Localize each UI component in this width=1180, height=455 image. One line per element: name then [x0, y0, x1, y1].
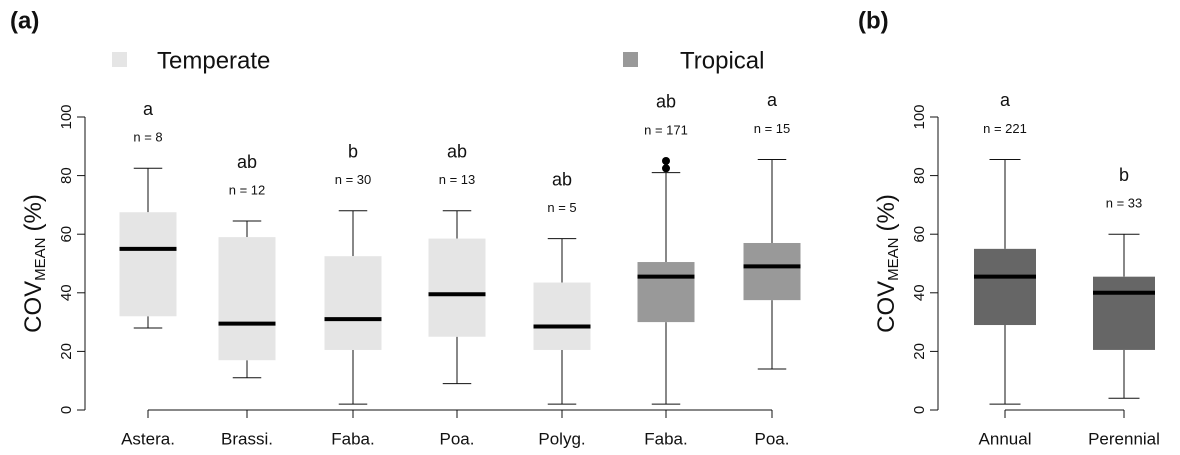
box — [119, 212, 177, 317]
group-letter: ab — [447, 142, 467, 162]
n-label: n = 12 — [229, 182, 266, 197]
n-label: n = 30 — [335, 172, 372, 187]
y-tick-label: 80 — [911, 167, 928, 184]
x-tick-label: Polyg. — [538, 429, 585, 448]
y-tick-label: 40 — [911, 284, 928, 301]
y-axis-title-sub: MEAN — [885, 237, 902, 280]
group-letter: b — [348, 142, 358, 162]
y-tick-label: 40 — [58, 284, 75, 301]
n-label: n = 221 — [983, 121, 1027, 136]
x-tick-label: Poa. — [440, 429, 475, 448]
x-tick-label: Annual — [979, 429, 1032, 448]
x-tick-label: Faba. — [644, 429, 687, 448]
n-label: n = 13 — [439, 172, 476, 187]
group-letter: a — [767, 90, 778, 110]
y-axis-title-sub: MEAN — [32, 237, 49, 280]
y-axis-title-main: COV — [20, 281, 47, 333]
legend-swatch — [112, 52, 127, 67]
legend-label: Tropical — [680, 47, 764, 74]
y-axis-title-unit: (%) — [873, 194, 900, 231]
y-tick-label: 100 — [58, 104, 75, 129]
group-letter: b — [1119, 165, 1129, 185]
y-tick-label: 20 — [911, 343, 928, 360]
group-letter: a — [143, 99, 154, 119]
group-letter: a — [1000, 90, 1011, 110]
y-tick-label: 60 — [58, 226, 75, 243]
y-tick-label: 0 — [911, 406, 928, 414]
group-letter: ab — [552, 169, 572, 189]
box — [974, 248, 1036, 326]
x-tick-label: Poa. — [755, 429, 790, 448]
box — [218, 237, 276, 361]
y-tick-label: 60 — [911, 226, 928, 243]
group-letter: ab — [656, 92, 676, 112]
y-tick-label: 20 — [58, 343, 75, 360]
panel-label: (a) — [10, 7, 39, 34]
outlier — [662, 164, 670, 173]
y-tick-label: 80 — [58, 167, 75, 184]
box — [1093, 276, 1155, 350]
n-label: n = 15 — [754, 121, 791, 136]
y-axis-title-unit: (%) — [20, 194, 47, 231]
panel-label: (b) — [858, 7, 889, 34]
x-tick-label: Perennial — [1088, 429, 1160, 448]
outlier — [662, 156, 670, 165]
y-tick-label: 100 — [911, 104, 928, 129]
box — [637, 262, 695, 323]
box — [743, 242, 801, 301]
n-label: n = 171 — [644, 122, 688, 137]
x-tick-label: Faba. — [331, 429, 374, 448]
box — [533, 282, 591, 350]
x-tick-label: Brassi. — [221, 429, 273, 448]
n-label: n = 8 — [133, 130, 162, 145]
n-label: n = 33 — [1106, 196, 1143, 211]
y-axis-title: COVMEAN (%) — [873, 194, 902, 333]
y-axis-title-main: COV — [873, 281, 900, 333]
group-letter: ab — [237, 152, 257, 172]
n-label: n = 5 — [547, 200, 576, 215]
legend-label: Temperate — [157, 47, 270, 74]
y-axis-title: COVMEAN (%) — [20, 194, 49, 333]
box — [428, 238, 486, 337]
legend-swatch — [623, 52, 638, 67]
box — [324, 256, 382, 350]
y-tick-label: 0 — [58, 406, 75, 414]
x-tick-label: Astera. — [121, 429, 175, 448]
